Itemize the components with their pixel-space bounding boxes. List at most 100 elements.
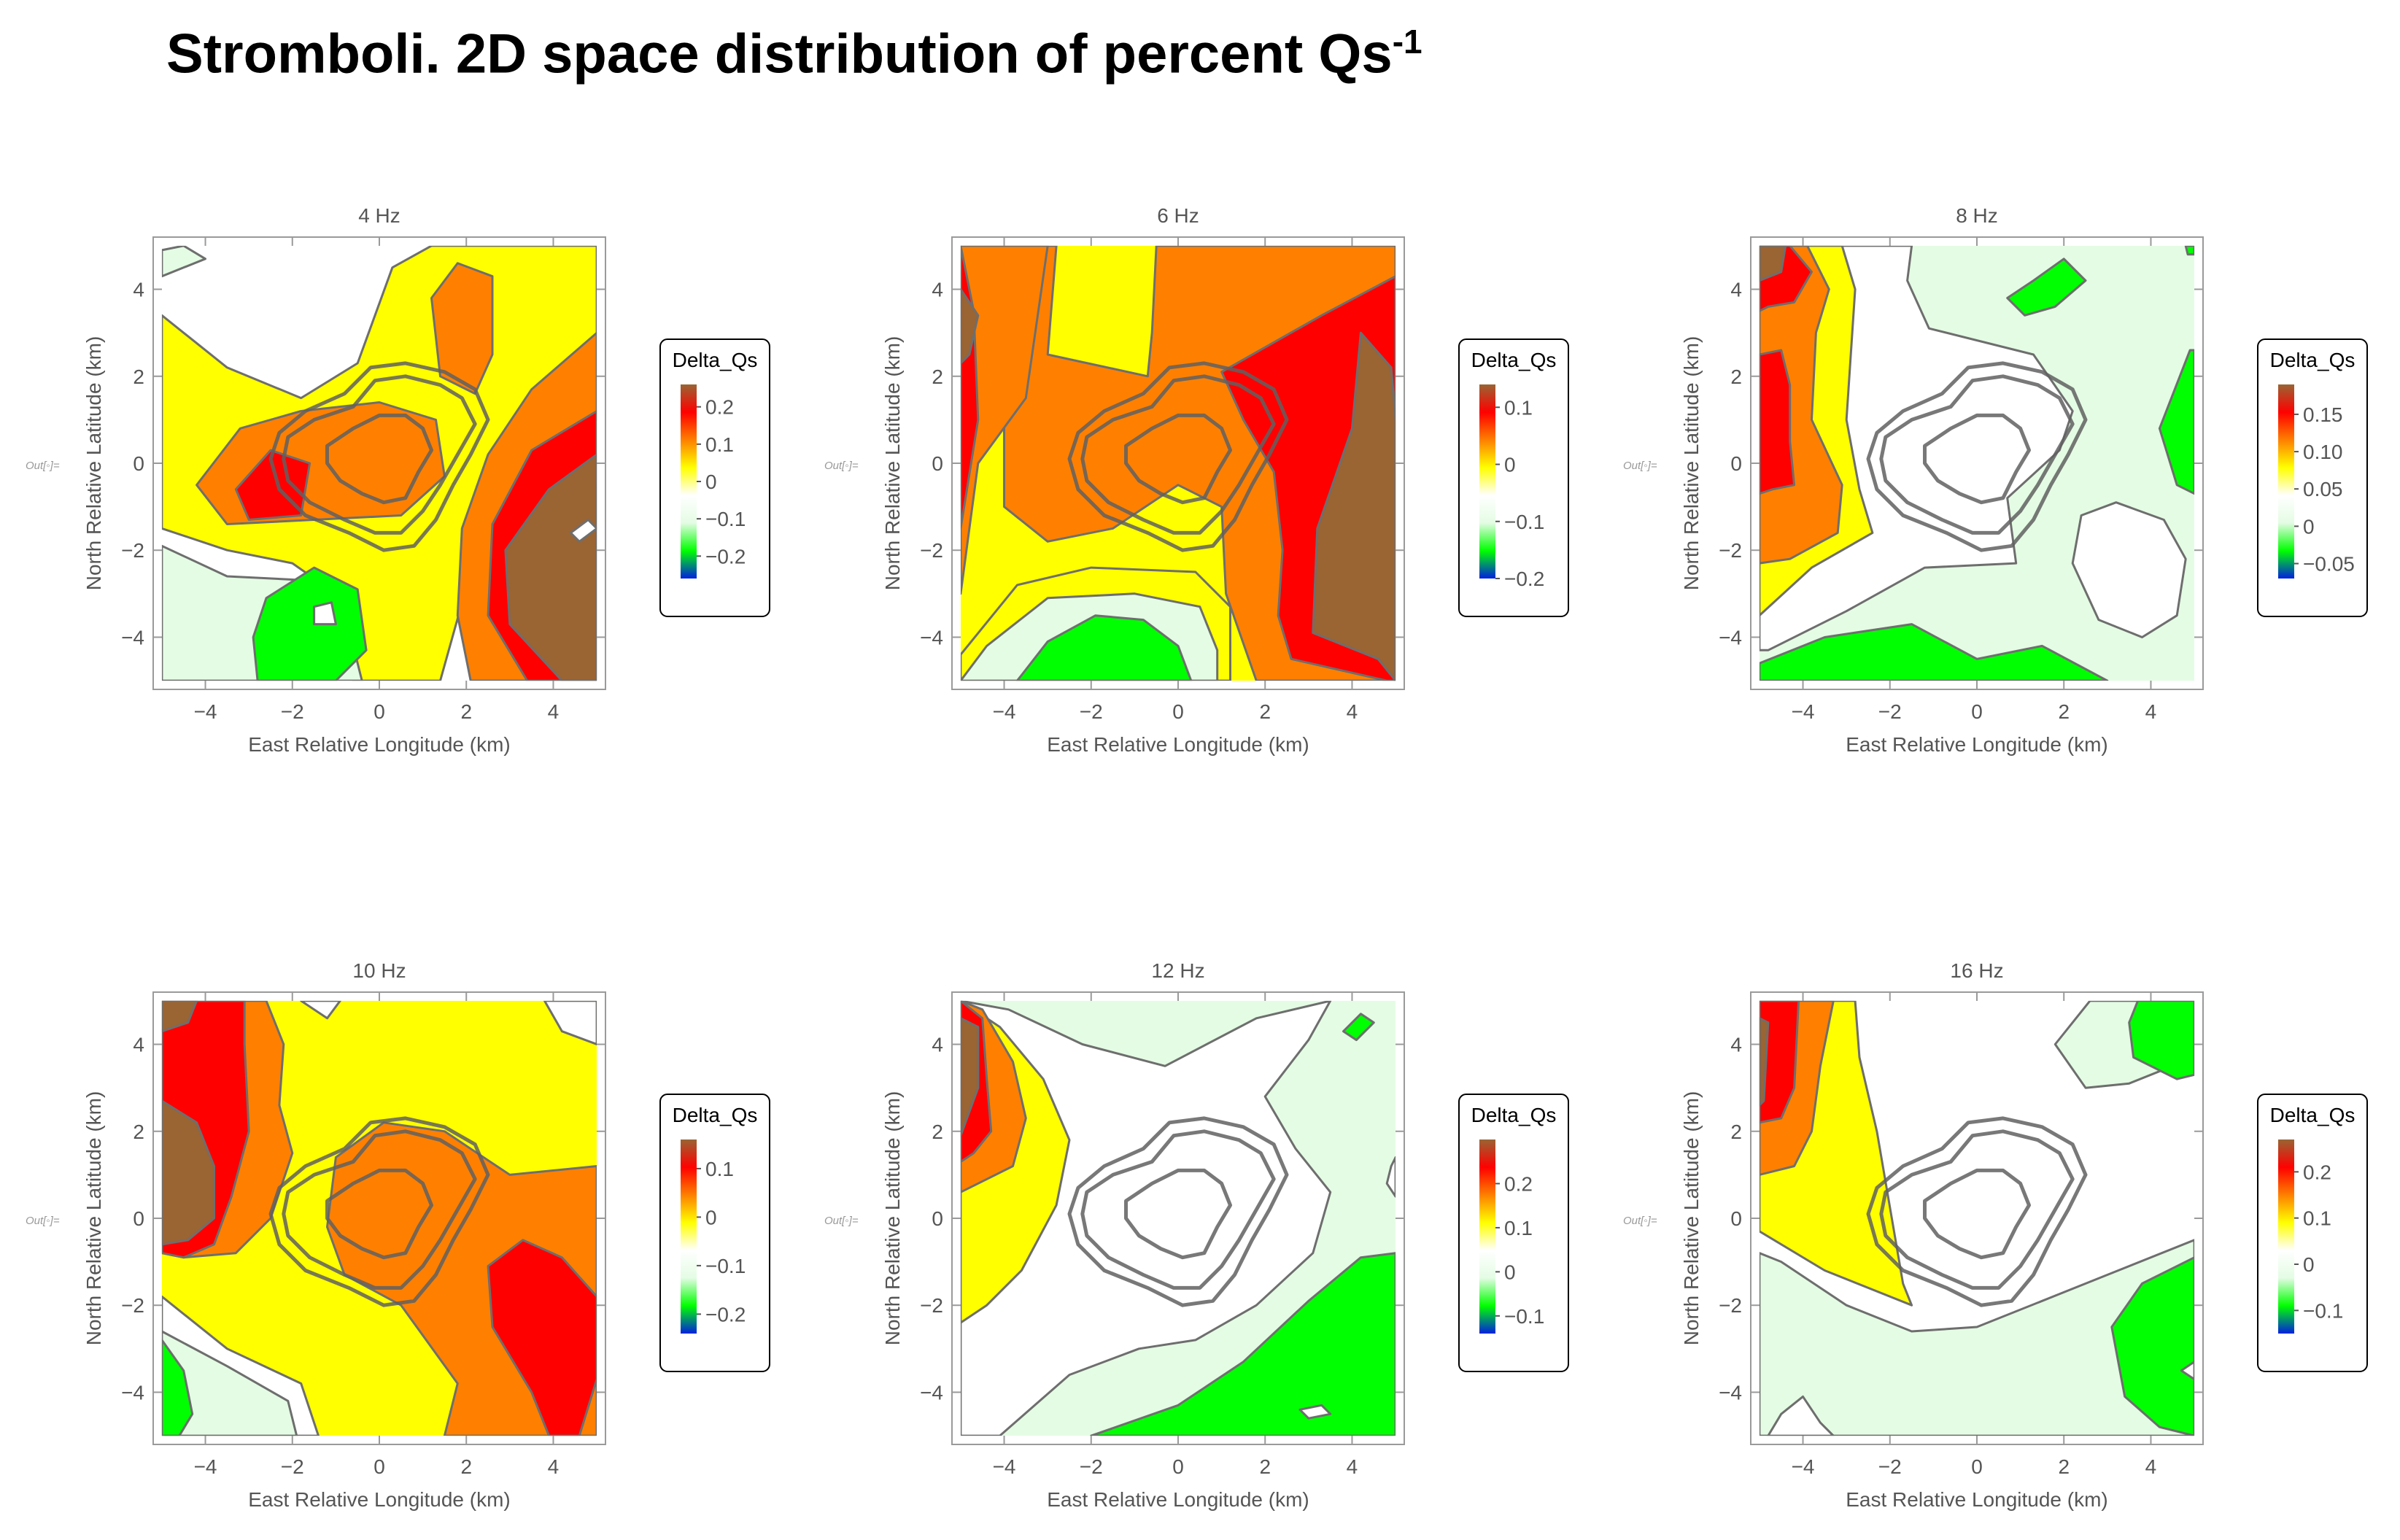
topography-contour [325,1168,433,1260]
legend-tick-label: 0.2 [705,396,734,419]
y-tick-label: −4 [121,1381,144,1404]
x-axis-label: East Relative Longitude (km) [1846,1488,2108,1511]
legend-tick-label: −0.1 [2303,1299,2343,1322]
contour-region-white [300,1000,341,1020]
contour-region-white [2180,1361,2195,1381]
topography-contour [1879,1129,2075,1290]
contour-region-brown [161,1000,198,1033]
x-tick-label: 0 [1971,700,1983,723]
x-tick-label: 2 [1259,1455,1271,1478]
legend-colorbar [2278,1139,2294,1334]
legend-tick-label: 0.2 [2303,1161,2331,1183]
plot-area [1759,245,2195,681]
chart-title: 4 Hz [358,204,400,227]
legend-box [659,1094,770,1372]
y-tick-label: 2 [1730,1121,1742,1143]
x-tick-label: 4 [548,1455,560,1478]
x-tick-label: −2 [1878,700,1902,723]
x-tick-label: 4 [2145,700,2157,723]
y-tick-label: 2 [133,365,144,388]
legend-tick-label: −0.1 [705,1255,746,1277]
contour-region-white [1298,1404,1332,1420]
legend-tick-label: 0 [705,471,717,493]
chart-title: 12 Hz [1151,959,1204,982]
plot-area [161,245,597,681]
x-tick-label: −2 [1080,700,1103,723]
contour-region-pale-green [161,1330,298,1436]
x-tick-label: 2 [1259,700,1271,723]
figure-title-superscript: -1 [1392,23,1422,61]
y-tick-label: −4 [920,1381,943,1404]
contour-region-red [1759,1000,1800,1124]
x-axis-label: East Relative Longitude (km) [1047,733,1309,756]
legend-tick-label: −0.1 [1504,511,1544,533]
out-label: Out[◦]= [824,1215,859,1227]
contour-region-white [543,1000,597,1045]
y-axis-label: North Relative Latitude (km) [82,336,105,591]
contour-region-green [2006,258,2087,317]
chart-panel: −4 −2 0 2 4 −4 −2 0 2 4 4 Hz East Relative Longitud… [26,204,770,756]
legend-tick-label: 0.1 [1504,396,1533,419]
contour-region-brown [161,1099,215,1246]
chart-title: 8 Hz [1956,204,1998,227]
legend-box [2257,1094,2368,1372]
x-tick-label: 4 [1347,1455,1358,1478]
x-tick-label: −2 [281,700,304,723]
topography-contour [1923,413,2031,505]
topography-contour [268,1116,490,1307]
x-tick-label: 0 [1172,1455,1184,1478]
y-tick-label: 0 [932,452,943,475]
out-label: Out[◦]= [26,460,60,472]
topography-contour [1124,1168,1232,1260]
legend-tick-label: 0.10 [2303,441,2343,463]
out-label: Out[◦]= [1623,1215,1657,1227]
legend-colorbar [1479,384,1495,579]
x-tick-label: −4 [1792,700,1815,723]
contour-region-green [1090,1252,1396,1436]
contour-region-green [2158,349,2195,495]
legend-tick-label: 0 [1504,454,1516,476]
y-tick-label: 4 [1730,1034,1742,1056]
y-tick-label: 2 [932,365,943,388]
topography-contour [282,374,477,535]
y-axis-label: North Relative Latitude (km) [1680,336,1703,591]
y-tick-label: 4 [133,279,144,301]
legend-tick-label: −0.05 [2303,553,2355,576]
y-tick-label: 0 [1730,1207,1742,1230]
topography-contour [1879,374,2075,535]
legend-tick-label: −0.1 [1504,1305,1544,1328]
contour-region-pale-green [161,245,206,278]
y-tick-label: 4 [1730,279,1742,301]
contour-region-green [2128,1000,2195,1080]
out-label: Out[◦]= [824,460,859,472]
figure-title: Stromboli. 2D space distribution of perc… [166,22,1422,85]
plot-area [960,1000,1396,1436]
legend-tick-label: 0.1 [705,433,734,456]
x-axis-label: East Relative Longitude (km) [248,733,511,756]
contour-region-brown [504,453,597,681]
y-tick-label: −4 [920,626,943,649]
topography-contour [1080,374,1276,535]
chart-panel: −4 −2 0 2 4 −4 −2 0 2 4 8 Hz East Relative Longitud… [1623,204,2368,756]
x-tick-label: −4 [1792,1455,1815,1478]
chart-panel: −4 −2 0 2 4 −4 −2 0 2 4 10 Hz East Relative Longitu… [26,959,770,1511]
contour-region-red [487,1239,597,1436]
x-tick-label: −2 [281,1455,304,1478]
legend-tick-label: −0.2 [705,545,746,568]
legend-title: Delta_Qs [2270,1104,2356,1126]
y-tick-label: 4 [932,279,943,301]
y-tick-label: 2 [133,1121,144,1143]
contour-region-orange [430,262,494,395]
contour-region-green [2184,245,2195,256]
x-tick-label: 2 [2058,1455,2070,1478]
x-tick-label: 2 [2058,700,2070,723]
legend-title: Delta_Qs [1471,1104,1557,1126]
x-tick-label: −2 [1878,1455,1902,1478]
legend-tick-label: 0.2 [1504,1172,1533,1195]
legend-tick-label: −0.2 [705,1303,746,1326]
y-tick-label: −2 [920,1294,943,1317]
x-tick-label: 2 [460,1455,472,1478]
contour-region-green [1759,623,2109,681]
y-tick-label: 4 [133,1034,144,1056]
x-tick-label: 4 [548,700,560,723]
